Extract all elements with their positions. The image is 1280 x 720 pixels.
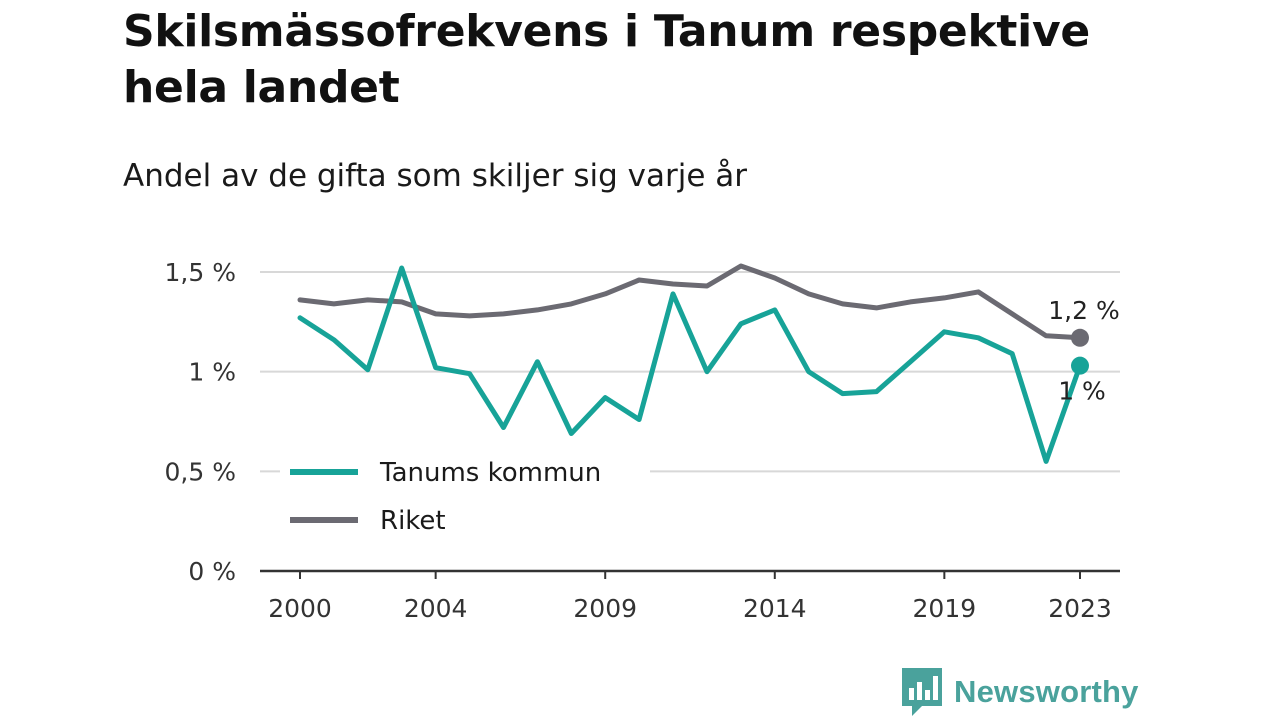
y-tick-label: 1,5 %	[165, 258, 236, 287]
chart-title: Skilsmässofrekvens i Tanum respektive he…	[123, 6, 1090, 113]
legend-background	[280, 448, 650, 548]
brand-logo: Newsworthy	[900, 668, 1139, 716]
legend-label: Tanums kommun	[379, 458, 601, 488]
end-value-label: 1 %	[1058, 377, 1106, 406]
series-lines	[297, 263, 1083, 464]
end-markers: 1 % 1,2 %	[1048, 296, 1119, 406]
legend-label: Riket	[380, 506, 446, 536]
chart-speech-bubble-icon	[902, 668, 942, 716]
series-line	[297, 263, 1083, 341]
chart-subtitle: Andel av de gifta som skiljer sig varje …	[123, 158, 747, 194]
end-point-marker	[1071, 328, 1089, 347]
y-tick-label: 1 %	[188, 358, 236, 387]
legend: Tanums kommun Riket	[280, 448, 650, 548]
x-tick-label: 2019	[913, 594, 977, 623]
x-tick-label: 2023	[1048, 594, 1112, 623]
y-axis-ticks: 0 % 0,5 % 1 % 1,5 %	[165, 258, 236, 586]
series-line	[297, 265, 1083, 464]
y-tick-label: 0,5 %	[165, 457, 236, 486]
y-tick-label: 0 %	[188, 557, 236, 586]
end-point-marker	[1071, 356, 1089, 375]
x-axis-ticks: 2000 2004 2009 2014 2019 2023	[268, 571, 1112, 623]
x-tick-label: 2014	[743, 594, 807, 623]
brand-name: Newsworthy	[954, 674, 1139, 709]
x-tick-label: 2000	[268, 594, 332, 623]
end-value-label: 1,2 %	[1048, 296, 1119, 325]
x-tick-label: 2004	[404, 594, 468, 623]
x-tick-label: 2009	[573, 594, 637, 623]
